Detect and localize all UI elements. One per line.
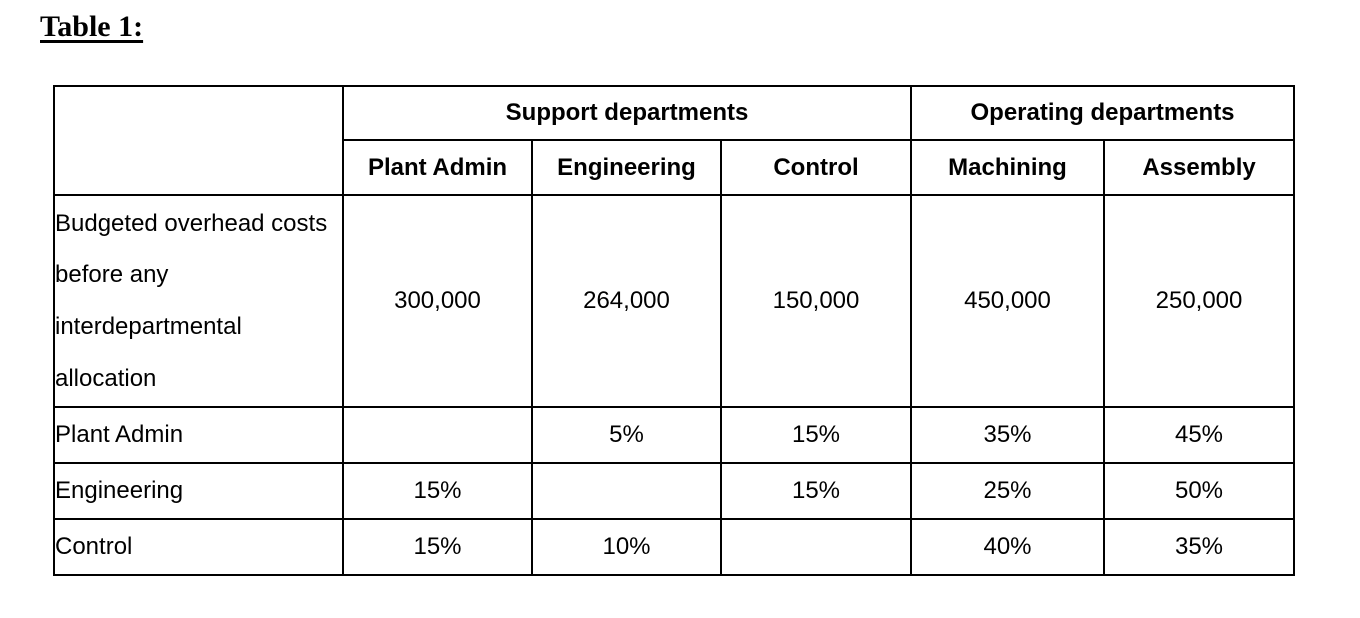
row-label-plant-admin: Plant Admin: [53, 406, 344, 464]
cell-control-control: [720, 518, 912, 576]
table-row-control: Control 15% 10% 40% 35%: [53, 518, 1296, 576]
cell-budgeted-plant-admin: 300,000: [342, 194, 533, 408]
cell-engineering-assembly: 50%: [1102, 462, 1296, 520]
cell-plant-admin-control: 15%: [720, 406, 912, 464]
cell-engineering-machining: 25%: [910, 462, 1105, 520]
corner-cell: [53, 85, 344, 196]
column-header-plant-admin: Plant Admin: [342, 139, 533, 196]
group-header-row: Support departments Operating department…: [53, 85, 1296, 196]
cell-engineering-engineering: [531, 462, 722, 520]
cell-control-engineering: 10%: [531, 518, 722, 576]
cell-budgeted-machining: 450,000: [910, 194, 1105, 408]
cell-engineering-plant-admin: 15%: [342, 462, 533, 520]
row-label-control: Control: [53, 518, 344, 576]
cell-budgeted-control: 150,000: [720, 194, 912, 408]
column-header-machining: Machining: [910, 139, 1105, 196]
column-header-control: Control: [720, 139, 912, 196]
cell-plant-admin-machining: 35%: [910, 406, 1105, 464]
cell-budgeted-engineering: 264,000: [531, 194, 722, 408]
allocation-table: Support departments Operating department…: [53, 85, 1296, 576]
table-row-budgeted-overhead: Budgeted overhead costs before any inter…: [53, 194, 1296, 408]
group-header-operating-departments: Operating departments: [909, 85, 1296, 141]
table-row-plant-admin: Plant Admin 5% 15% 35% 45%: [53, 406, 1296, 464]
column-header-assembly: Assembly: [1102, 139, 1296, 196]
cell-control-assembly: 35%: [1102, 518, 1296, 576]
row-label-budgeted-overhead: Budgeted overhead costs before any inter…: [53, 194, 344, 408]
cell-plant-admin-plant-admin: [342, 406, 533, 464]
group-header-support-departments: Support departments: [342, 85, 912, 141]
table-row-engineering: Engineering 15% 15% 25% 50%: [53, 462, 1296, 520]
cell-control-machining: 40%: [910, 518, 1105, 576]
cell-plant-admin-assembly: 45%: [1102, 406, 1296, 464]
cell-control-plant-admin: 15%: [342, 518, 533, 576]
cell-plant-admin-engineering: 5%: [531, 406, 722, 464]
row-label-engineering: Engineering: [53, 462, 344, 520]
column-header-row: Plant Admin Engineering Control Machinin…: [54, 139, 1296, 196]
table-title: Table 1:: [40, 10, 144, 43]
column-header-engineering: Engineering: [531, 139, 722, 196]
cell-engineering-control: 15%: [720, 462, 912, 520]
cell-budgeted-assembly: 250,000: [1102, 194, 1296, 408]
